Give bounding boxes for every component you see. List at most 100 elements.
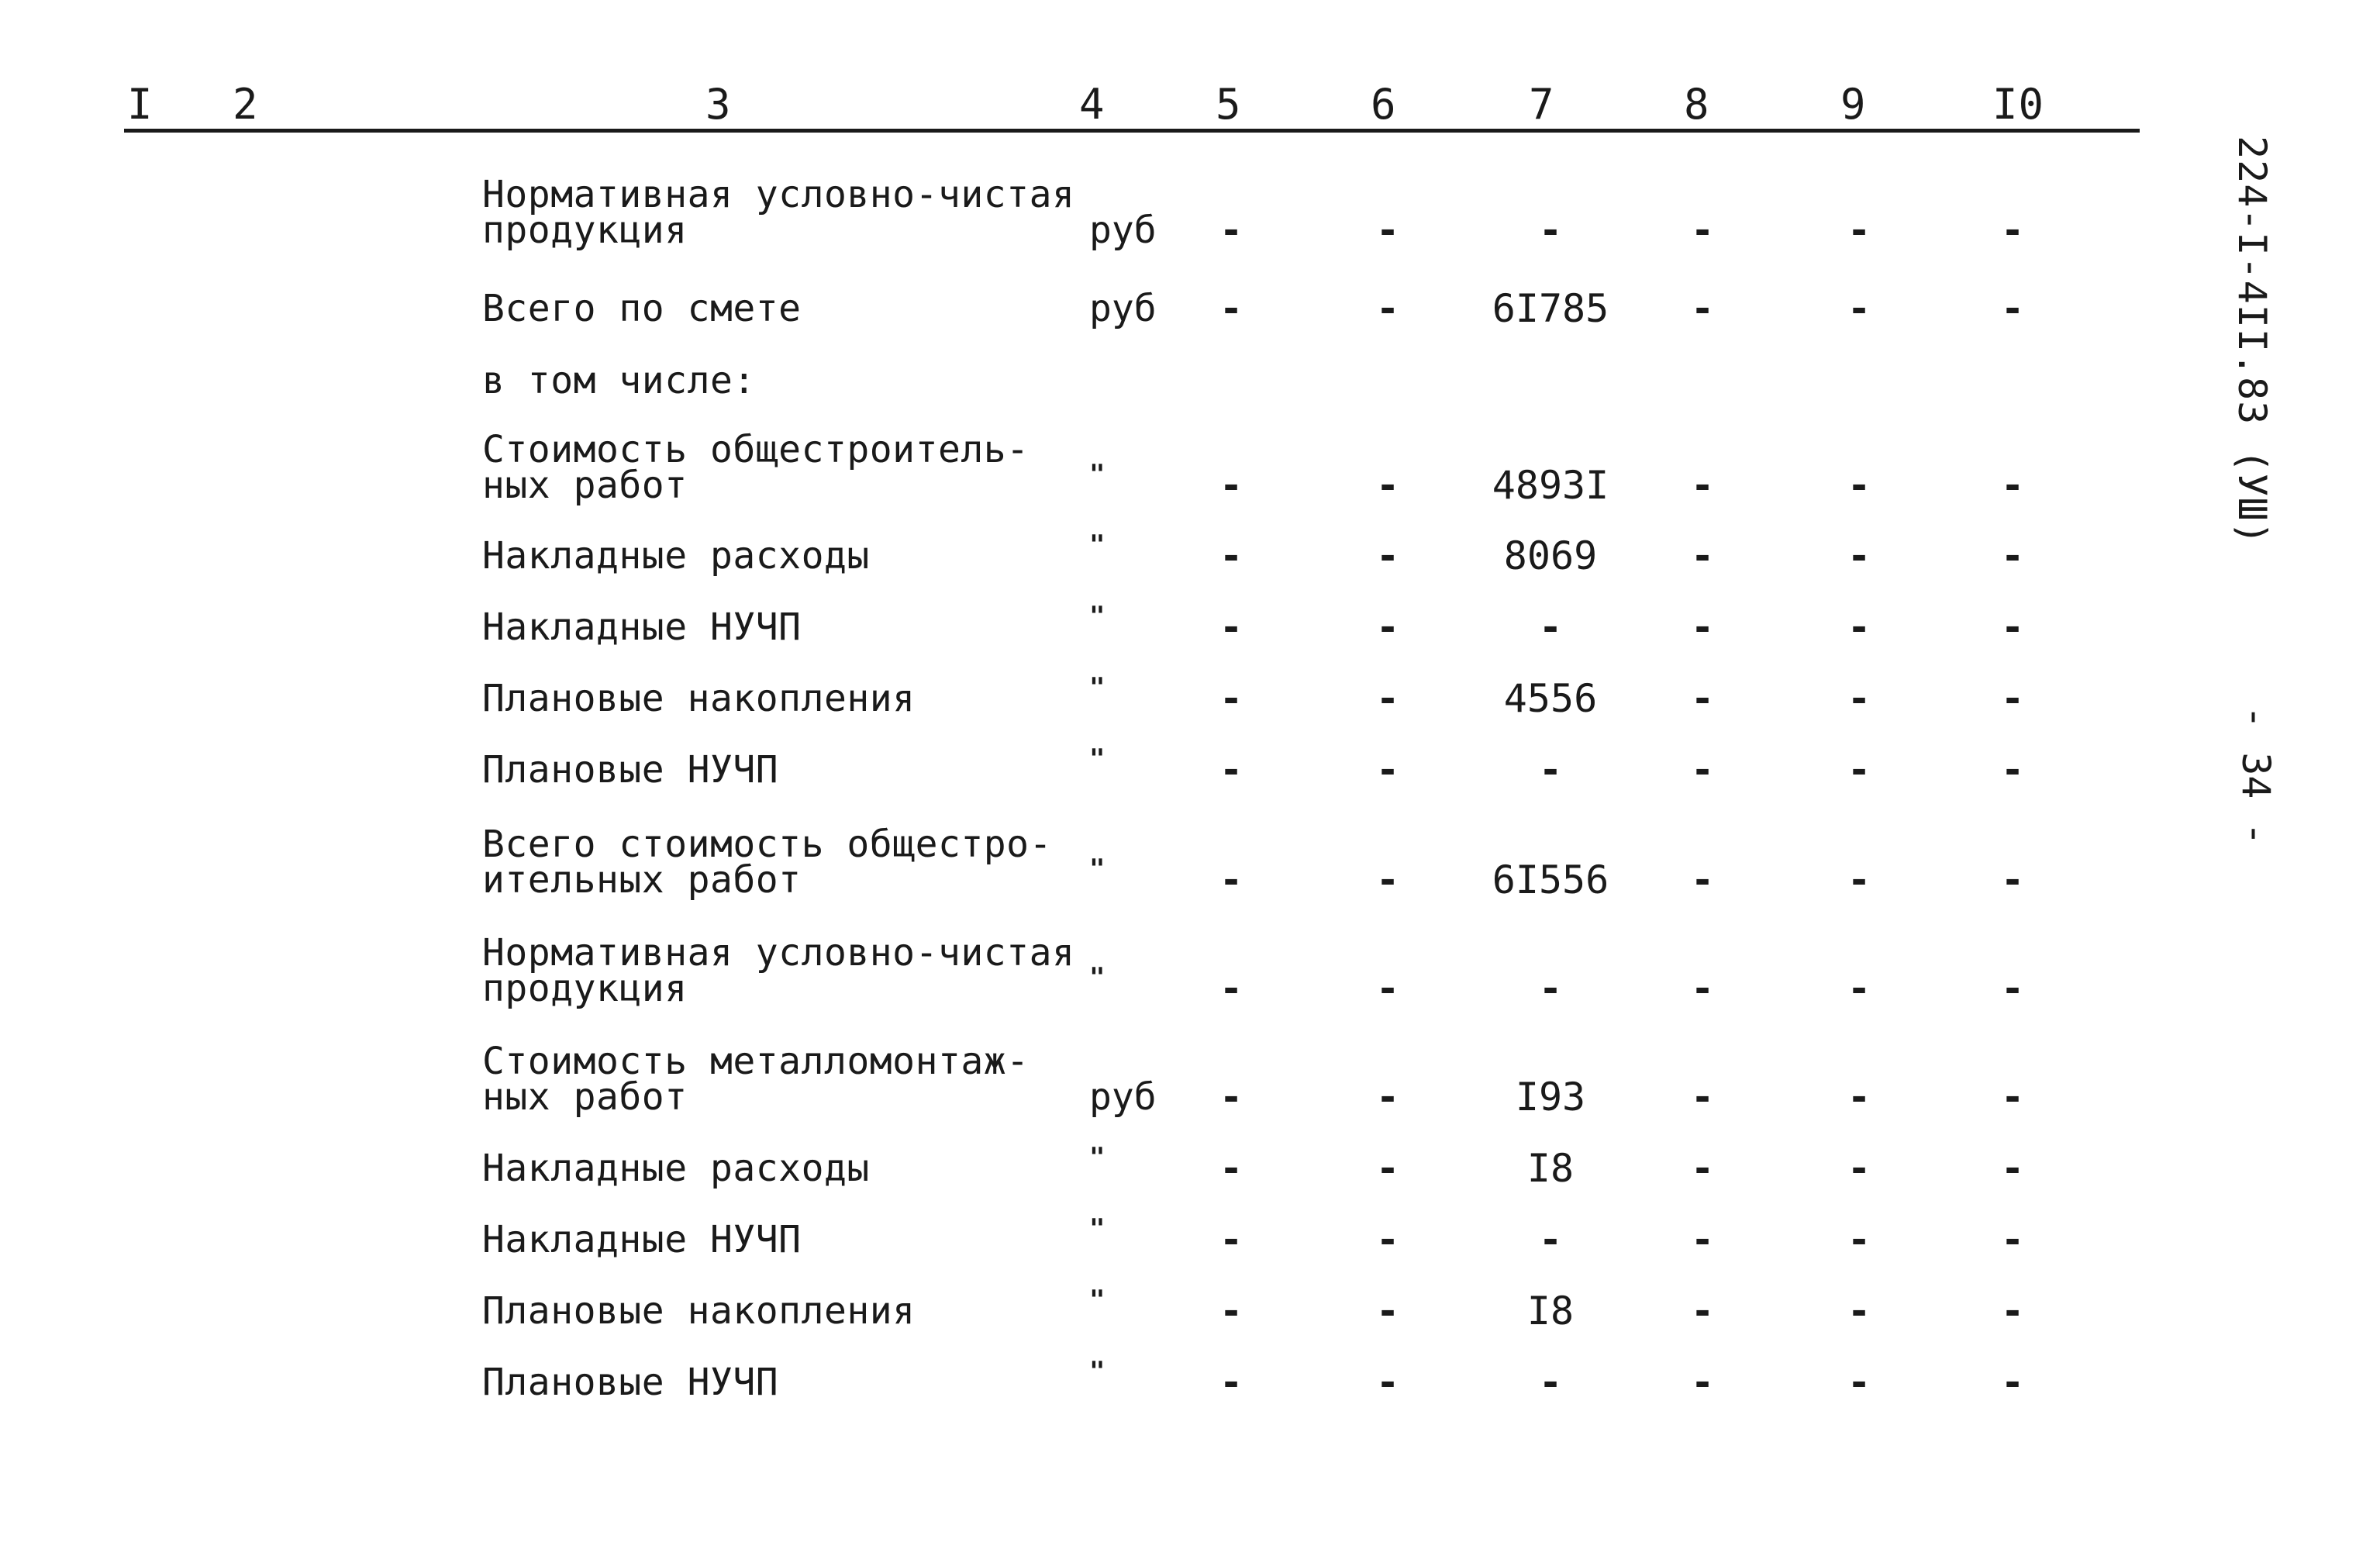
row-cell-col-10: - <box>2000 533 2025 578</box>
row-cell-col-9: - <box>1847 1075 1871 1120</box>
header-col-5: 5 <box>1216 80 1242 129</box>
row-cell-col-9: - <box>1847 1146 1871 1191</box>
row-cell-col-9: - <box>1847 1217 1871 1262</box>
header-col-7: 7 <box>1529 80 1555 129</box>
row-cell-col-8: - <box>1690 1146 1715 1191</box>
row-name: Нормативная условно-чистая продукция <box>482 931 1075 1010</box>
header-col-10: I0 <box>1992 80 2045 129</box>
row-name: Плановые НУЧП <box>482 748 779 792</box>
row-cell-col-5: - <box>1219 1075 1243 1120</box>
row-name: Плановые накопления <box>482 677 916 720</box>
row-cell-col-5: - <box>1219 857 1243 902</box>
row-cell-col-10: - <box>2000 1217 2025 1262</box>
row-cell-col-5: - <box>1219 1360 1243 1405</box>
row-name: Плановые накопления <box>482 1289 916 1333</box>
row-cell-col-8: - <box>1690 533 1715 578</box>
row-cell-col-6: - <box>1375 857 1400 902</box>
row-name: Всего стоимость общестро- ительных работ <box>482 823 1052 902</box>
row-cell-col-9: - <box>1847 1289 1871 1333</box>
row-cell-col-9: - <box>1847 1360 1871 1405</box>
row-cell-col-7: 4556 <box>1503 676 1598 721</box>
row-unit: " <box>1089 1142 1105 1173</box>
row-unit: " <box>1089 962 1105 993</box>
row-cell-col-10: - <box>2000 605 2025 650</box>
row-cell-col-8: - <box>1690 747 1715 792</box>
row-cell-col-7: 6I785 <box>1492 286 1609 331</box>
row-cell-col-9: - <box>1847 676 1871 721</box>
row-unit: руб <box>1089 287 1157 330</box>
row-cell-col-7: I8 <box>1526 1289 1575 1333</box>
row-cell-col-5: - <box>1219 463 1243 508</box>
row-cell-col-10: - <box>2000 463 2025 508</box>
row-unit: " <box>1089 1356 1105 1387</box>
row-cell-col-7: - <box>1538 605 1563 650</box>
row-unit: " <box>1089 854 1105 885</box>
row-cell-col-8: - <box>1690 1289 1715 1333</box>
row-cell-col-7: - <box>1538 966 1563 1011</box>
row-name: Всего по смете <box>482 287 802 330</box>
row-cell-col-7: 6I556 <box>1492 857 1609 902</box>
row-cell-col-8: - <box>1690 605 1715 650</box>
row-cell-col-6: - <box>1375 463 1400 508</box>
row-cell-col-5: - <box>1219 1146 1243 1191</box>
row-name: Стоимость металломонтаж- ных работ <box>482 1040 1030 1119</box>
row-cell-col-10: - <box>2000 676 2025 721</box>
row-name: Накладные НУЧП <box>482 1218 802 1261</box>
row-cell-col-5: - <box>1219 1289 1243 1333</box>
row-cell-col-6: - <box>1375 533 1400 578</box>
row-cell-col-7: 8069 <box>1503 533 1598 578</box>
row-cell-col-10: - <box>2000 747 2025 792</box>
row-cell-col-8: - <box>1690 1075 1715 1120</box>
row-cell-col-7: I8 <box>1526 1146 1575 1191</box>
row-cell-col-10: - <box>2000 966 2025 1011</box>
row-unit: " <box>1089 601 1105 632</box>
row-cell-col-5: - <box>1219 1217 1243 1262</box>
table-header: I 2 3 4 5 6 7 8 9 I0 <box>124 78 2140 132</box>
row-cell-col-8: - <box>1690 286 1715 331</box>
header-rule <box>124 129 2140 133</box>
row-cell-col-10: - <box>2000 857 2025 902</box>
row-cell-col-8: - <box>1690 676 1715 721</box>
row-cell-col-7: - <box>1538 1217 1563 1262</box>
row-cell-col-6: - <box>1375 605 1400 650</box>
row-unit: " <box>1089 743 1105 775</box>
header-col-2: 2 <box>233 80 259 129</box>
row-cell-col-7: - <box>1538 1360 1563 1405</box>
row-cell-col-10: - <box>2000 1289 2025 1333</box>
row-cell-col-8: - <box>1690 1360 1715 1405</box>
row-cell-col-8: - <box>1690 857 1715 902</box>
row-cell-col-8: - <box>1690 208 1715 253</box>
row-cell-col-9: - <box>1847 463 1871 508</box>
row-cell-col-10: - <box>2000 208 2025 253</box>
row-unit: " <box>1089 459 1105 490</box>
row-name: Плановые НУЧП <box>482 1361 779 1404</box>
row-name: Нормативная условно-чистая продукция <box>482 173 1075 252</box>
row-unit: " <box>1089 530 1105 561</box>
row-cell-col-9: - <box>1847 966 1871 1011</box>
document-code: 224-I-4II.83 (УШ) <box>2230 136 2275 546</box>
row-name: Накладные НУЧП <box>482 605 802 649</box>
row-cell-col-10: - <box>2000 1146 2025 1191</box>
row-name: Накладные расходы <box>482 534 870 578</box>
row-unit: " <box>1089 1285 1105 1316</box>
row-cell-col-5: - <box>1219 605 1243 650</box>
row-cell-col-5: - <box>1219 747 1243 792</box>
row-unit: " <box>1089 1213 1105 1244</box>
row-cell-col-6: - <box>1375 966 1400 1011</box>
row-cell-col-6: - <box>1375 1075 1400 1120</box>
row-cell-col-5: - <box>1219 533 1243 578</box>
row-unit: " <box>1089 672 1105 703</box>
row-cell-col-5: - <box>1219 208 1243 253</box>
row-cell-col-6: - <box>1375 1217 1400 1262</box>
header-col-6: 6 <box>1371 80 1397 129</box>
row-unit: руб <box>1089 1075 1157 1119</box>
row-cell-col-5: - <box>1219 966 1243 1011</box>
row-cell-col-6: - <box>1375 1289 1400 1333</box>
row-cell-col-9: - <box>1847 747 1871 792</box>
row-cell-col-9: - <box>1847 857 1871 902</box>
row-cell-col-7: - <box>1538 208 1563 253</box>
row-cell-col-8: - <box>1690 966 1715 1011</box>
row-name: в том числе: <box>482 359 756 402</box>
page-number: - 34 - <box>2233 706 2278 846</box>
row-cell-col-8: - <box>1690 1217 1715 1262</box>
